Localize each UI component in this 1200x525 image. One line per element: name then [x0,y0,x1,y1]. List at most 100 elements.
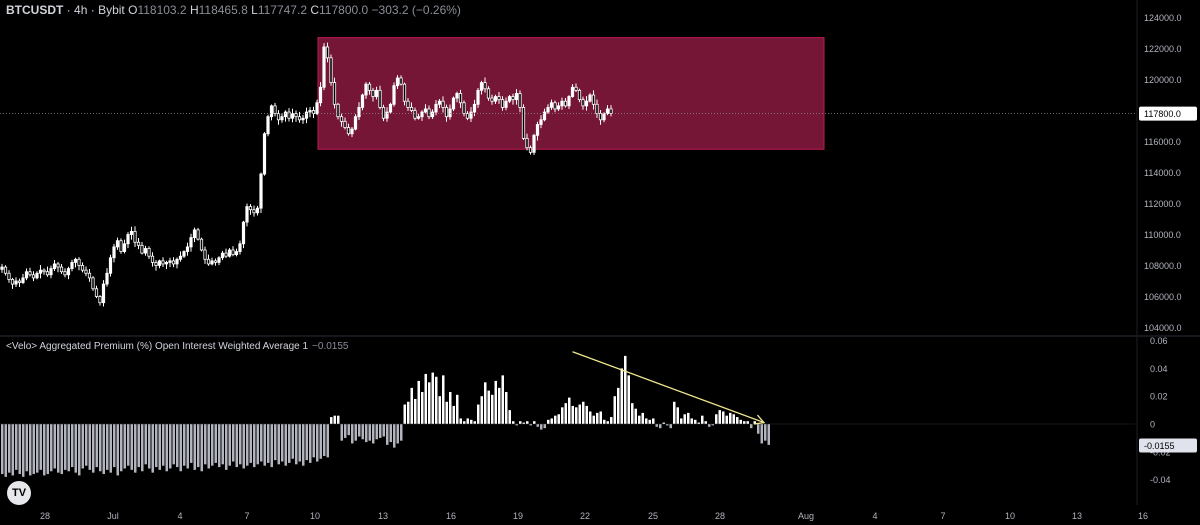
histogram-bar [410,387,413,424]
candle-body [490,97,494,102]
indicator-legend[interactable]: <Velo> Aggregated Premium (%) Open Inter… [6,341,348,352]
candle-body [42,269,46,273]
time-tick-label: 16 [446,511,456,521]
candle-body [119,240,123,252]
candle-body [451,97,456,110]
histogram-bar [284,424,287,466]
candle-body [143,248,148,254]
candle-body [164,261,169,265]
candle-body [49,268,53,276]
time-tick-label: 28 [715,511,725,521]
candle-body [283,111,288,118]
candle-body [325,46,330,59]
histogram-bar [417,380,420,424]
histogram-bar [575,407,578,424]
histogram-bar [568,397,571,424]
candle-body [318,86,323,104]
timeframe[interactable]: 4h [74,3,88,17]
candle-body [161,260,165,265]
candle-body [528,147,533,153]
histogram-bar [393,424,396,448]
histogram-bar [298,424,301,462]
histogram-bar [617,387,620,424]
candle-body [465,113,470,119]
histogram-bar [484,382,487,424]
histogram-bar [211,424,214,466]
histogram-bar [767,424,770,445]
candle-body [500,99,505,108]
indicator-tick-label: 0 [1150,420,1155,430]
histogram-bar [361,424,364,440]
histogram-bar [15,424,18,470]
candle-body [273,105,277,114]
histogram-bar [116,424,119,476]
candle-body [395,77,400,87]
candle-body [563,100,568,107]
histogram-bar [421,392,424,424]
symbol-name[interactable]: BTCUSDT [6,3,64,17]
candle-body [346,127,351,135]
candle-body [591,94,596,105]
time-tick-label: 10 [310,511,320,521]
symbol-header: BTCUSDT · 4h · Bybit O118103.2 H118465.8… [6,3,461,17]
histogram-bar [193,424,196,470]
candle-body [255,207,260,214]
time-tick-label: 4 [872,511,877,521]
histogram-bar [95,424,98,468]
histogram-bar [165,424,168,472]
candle-body [402,83,407,102]
candle-body [122,243,127,252]
histogram-bar [64,424,67,470]
candle-body [504,100,508,108]
histogram-bar [78,424,81,476]
histogram-bar [512,421,515,424]
candle-body [206,258,211,265]
trend-arrow-head [754,414,766,425]
indicator-last-label-bg [1139,438,1197,453]
candle-body [3,266,8,274]
candle-body [259,173,263,209]
histogram-bar [186,424,189,469]
candle-body [189,237,193,248]
histogram-bar [137,424,140,468]
high-label: H [189,3,199,17]
candle-body [469,111,473,119]
candle-body [511,96,515,101]
candle-body [213,260,218,263]
histogram-bar [739,419,742,424]
histogram-bar [536,424,539,427]
histogram-bar [158,424,161,470]
histogram-bar [179,424,182,472]
histogram-bar [4,424,7,477]
price-tick-label: 124000.0 [1144,13,1182,23]
indicator-axis[interactable]: 0.060.040.020-0.02-0.04 [1150,336,1171,485]
price-tick-label: 110000.0 [1144,230,1181,240]
candle-body [129,230,134,235]
histogram-bar [365,424,368,443]
histogram-bar [144,424,147,465]
candle-body [175,258,179,265]
tradingview-logo-icon[interactable]: TV [7,481,31,505]
histogram-bar [613,396,616,424]
histogram-bar [718,410,721,424]
histogram-bar [22,424,25,477]
histogram-bar [557,414,560,424]
candle-body [7,272,11,280]
candle-body [546,107,550,113]
histogram-bar [529,424,532,426]
candle-body [0,266,4,270]
candle-body [168,260,172,263]
candle-body [21,277,25,283]
histogram-bar [666,424,669,426]
price-axis[interactable]: 124000.0122000.0120000.0118000.0116000.0… [1144,13,1182,333]
time-axis[interactable]: 28 Jul 4 7 10 13 16 19 22 25 28 Aug 4 7 10 13 16 [40,511,1148,521]
candles [0,42,613,307]
histogram-bar [452,405,455,424]
histogram-bar [176,424,179,468]
histogram-bar [109,424,112,473]
candle-body [497,96,501,101]
trend-arrow-line[interactable] [572,351,765,424]
candle-body [28,271,32,276]
histogram-bar [270,424,273,468]
